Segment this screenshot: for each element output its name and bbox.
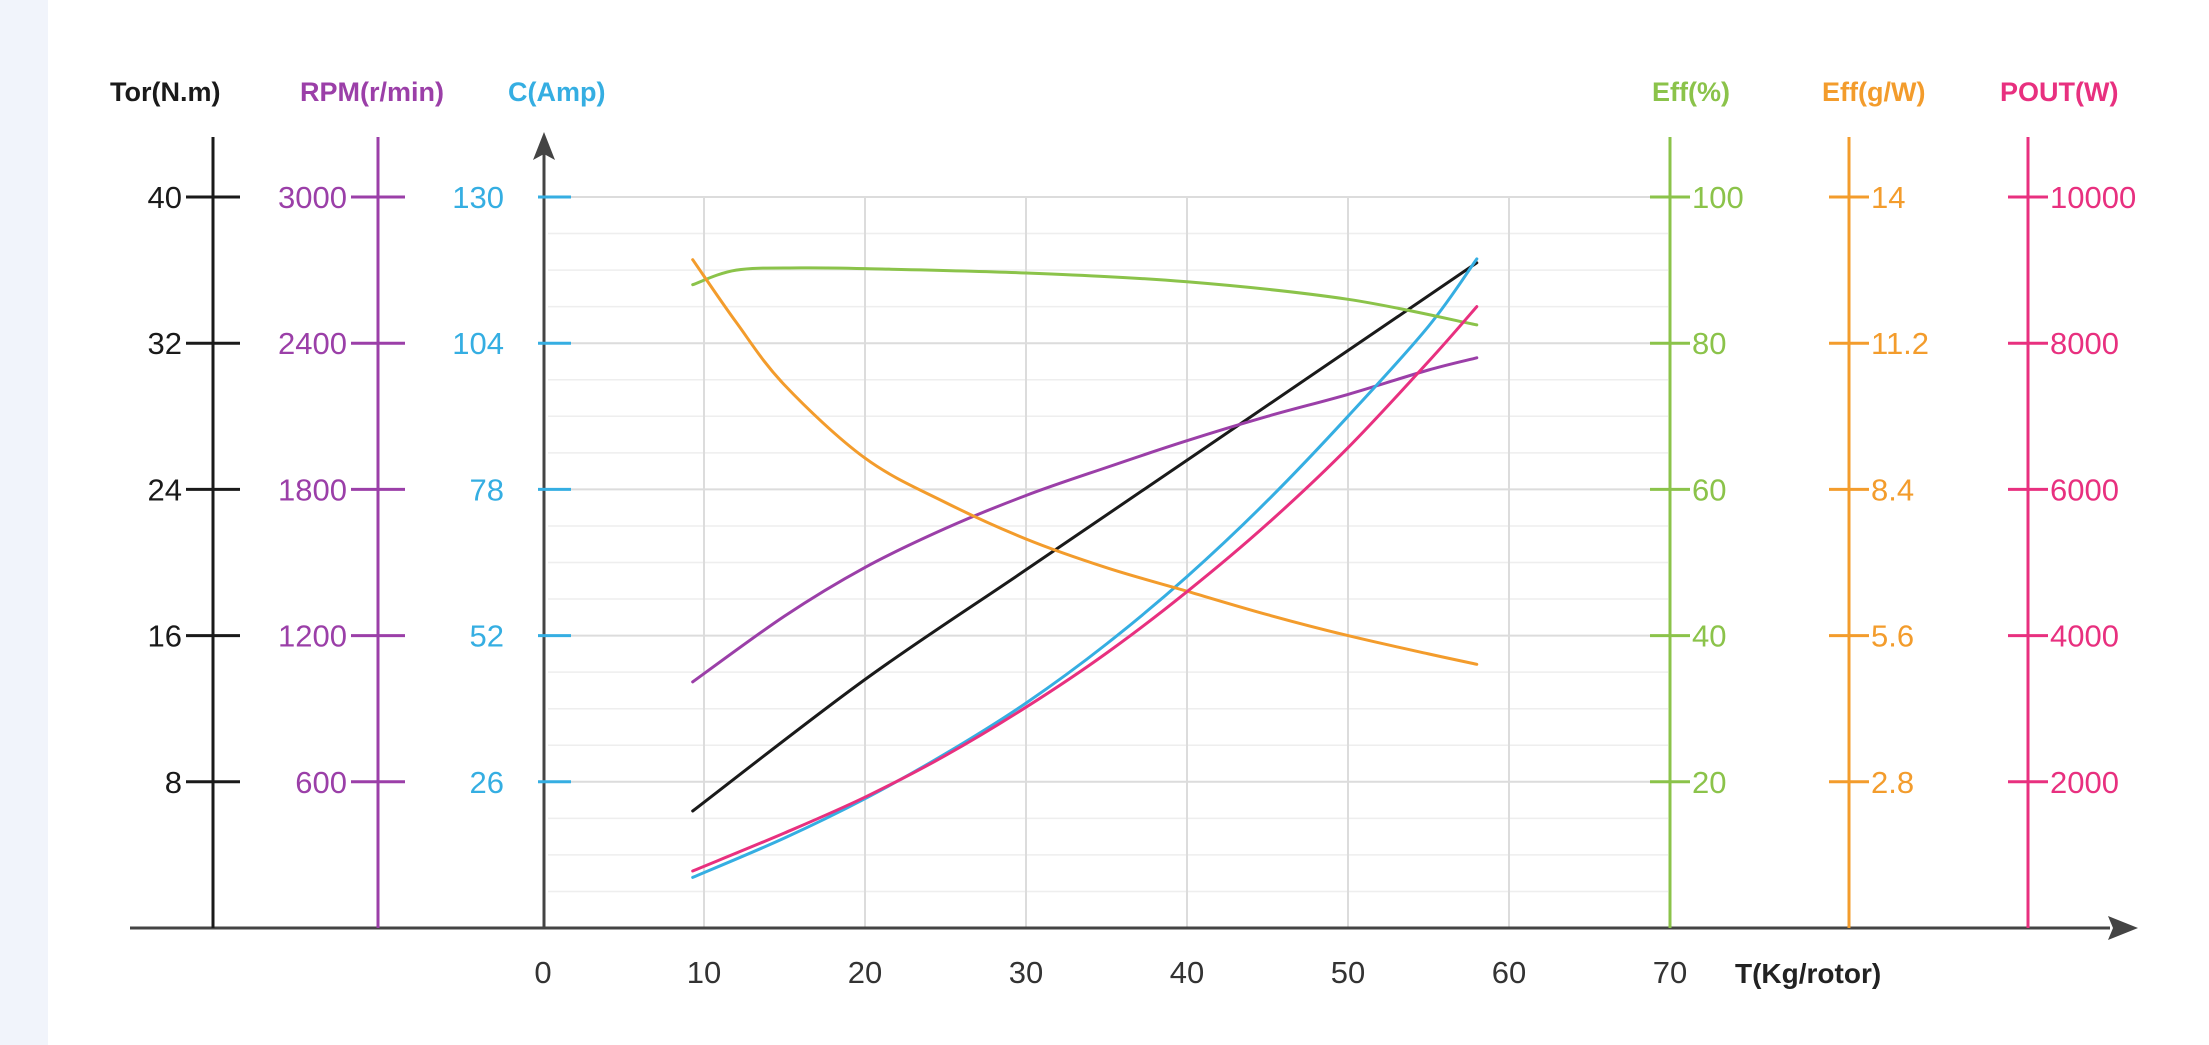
y-tick-label-pout: 10000 [2050, 180, 2136, 215]
x-tick-label: 70 [1653, 955, 1687, 990]
y-tick-label-amp: 52 [470, 619, 504, 654]
y-tick-label-rpm: 3000 [278, 180, 347, 215]
grid [548, 196, 1668, 929]
y-tick-label-rpm: 1200 [278, 619, 347, 654]
y-tick-label-eff_pct: 20 [1692, 765, 1726, 800]
y-tick-label-eff_gw: 2.8 [1871, 765, 1914, 800]
x-tick-label: 40 [1170, 955, 1204, 990]
y-tick-label-amp: 78 [470, 472, 504, 507]
y-axis-title-pout: POUT(W) [2000, 77, 2118, 107]
series-line-pout [691, 305, 1479, 873]
series-lines [691, 257, 1479, 879]
y-tick-label-amp: 26 [470, 765, 504, 800]
y-tick-label-rpm: 600 [295, 765, 347, 800]
axes: 0 10 20 30 40 50 60 70 T(Kg/rotor) Tor(N.m) 40 32 24… [110, 77, 2138, 990]
series-line-rpm [691, 356, 1479, 684]
y-axis-title-eff_pct: Eff(%) [1652, 77, 1730, 107]
y-tick-label-eff_pct: 100 [1692, 180, 1744, 215]
y-tick-label-eff_gw: 8.4 [1871, 472, 1914, 507]
x-axis-title: T(Kg/rotor) [1735, 958, 1881, 989]
y-tick-label-pout: 4000 [2050, 619, 2119, 654]
y-axis-arrow-icon [533, 132, 555, 160]
y-tick-label-pout: 2000 [2050, 765, 2119, 800]
series-line-eff_gw [691, 258, 1479, 666]
series-line-eff_pct [691, 266, 1479, 327]
y-tick-label-tor: 32 [148, 326, 182, 361]
y-tick-label-amp: 130 [452, 180, 504, 215]
y-axis-title-eff_gw: Eff(g/W) [1822, 77, 1925, 107]
y-tick-label-tor: 16 [148, 619, 182, 654]
series-line-tor [691, 261, 1479, 813]
y-tick-label-eff_pct: 80 [1692, 326, 1726, 361]
y-tick-label-rpm: 2400 [278, 326, 347, 361]
y-tick-label-rpm: 1800 [278, 472, 347, 507]
x-tick-label: 10 [687, 955, 721, 990]
y-axis-title-rpm: RPM(r/min) [300, 77, 444, 107]
y-tick-label-eff_gw: 11.2 [1871, 326, 1929, 361]
y-tick-label-amp: 104 [452, 326, 504, 361]
y-axis-title-amp: C(Amp) [508, 77, 605, 107]
x-tick-label: 0 [534, 955, 551, 990]
x-tick-label: 60 [1492, 955, 1526, 990]
y-axis-title-tor: Tor(N.m) [110, 77, 220, 107]
y-tick-label-pout: 6000 [2050, 472, 2119, 507]
y-tick-label-eff_gw: 14 [1871, 180, 1905, 215]
y-tick-label-eff_pct: 60 [1692, 472, 1726, 507]
y-tick-label-tor: 8 [165, 765, 182, 800]
y-tick-label-tor: 24 [148, 472, 182, 507]
y-tick-label-tor: 40 [148, 180, 182, 215]
x-tick-label: 50 [1331, 955, 1365, 990]
left-margin-strip [0, 0, 48, 1045]
y-tick-label-eff_gw: 5.6 [1871, 619, 1914, 654]
x-tick-label: 20 [848, 955, 882, 990]
x-tick-label: 30 [1009, 955, 1043, 990]
series-line-amp [691, 257, 1479, 879]
x-axis-arrow-icon [2108, 916, 2138, 940]
y-tick-label-pout: 8000 [2050, 326, 2119, 361]
y-tick-label-eff_pct: 40 [1692, 619, 1726, 654]
